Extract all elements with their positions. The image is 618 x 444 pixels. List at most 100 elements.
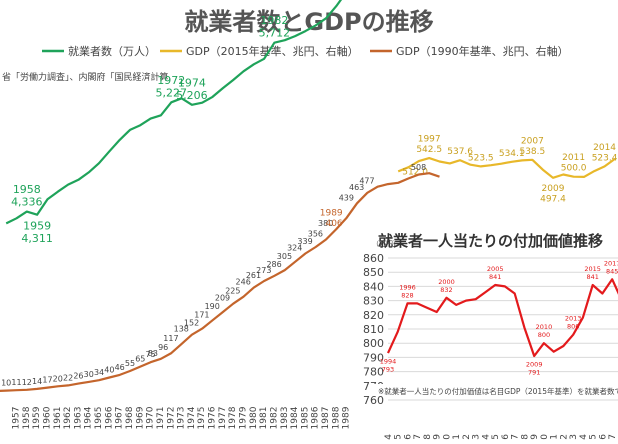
data-label: 1974 xyxy=(178,76,206,89)
data-label: 1972 xyxy=(157,74,185,87)
data-label: 2009 xyxy=(542,184,565,194)
inset-y-tick-label: 820 xyxy=(363,309,384,322)
x-tick-label: 1957 xyxy=(12,407,22,430)
data-label: 542.5 xyxy=(416,145,442,155)
inset-x-tick-label: 2001 xyxy=(452,434,462,440)
gdp1990-value-label: 17 xyxy=(42,376,52,385)
gdp1990-value-label: 12 xyxy=(22,378,32,387)
gdp1990-value-label: 273 xyxy=(256,266,271,275)
gdp1990-value-label: 138 xyxy=(174,325,189,334)
legend: 就業者数（万人） GDP（2015年基準、兆円、右軸） GDP（1990年基準、兆円… xyxy=(42,44,569,58)
gdp1990-value-label: 286 xyxy=(266,260,281,269)
x-tick-label: 1986 xyxy=(311,406,321,429)
inset-data-label: 2015 xyxy=(584,265,601,273)
x-tick-label: 1983 xyxy=(280,407,290,430)
inset-unit: （万円） xyxy=(372,240,400,248)
inset-x-tick-label: 2015 xyxy=(589,434,599,440)
legend-label: GDP（1990年基準、兆円、右軸） xyxy=(396,44,569,58)
gdp1990-value-label: 477 xyxy=(359,177,374,186)
inset-x-tick-label: 2011 xyxy=(550,434,560,440)
x-tick-label: 1984 xyxy=(290,406,300,429)
inset-chart: 就業者一人当たりの付加価値推移（万円）760770780790800810820… xyxy=(363,226,618,444)
gdp1990-value-label: 117 xyxy=(163,334,178,343)
x-tick-label: 1987 xyxy=(321,407,331,430)
data-label: 4,311 xyxy=(21,232,53,245)
data-label: 523.5 xyxy=(468,153,494,163)
inset-x-tick-label: 2002 xyxy=(462,434,472,440)
inset-data-label: 806 xyxy=(567,323,579,331)
source-note: 省「労働力調査」、内閣府「国民経済計算 xyxy=(2,71,169,83)
gdp1990-value-label: 46 xyxy=(115,363,125,372)
legend-label: GDP（2015年基準、兆円、右軸） xyxy=(186,44,359,58)
x-tick-label: 1970 xyxy=(146,406,156,429)
x-tick-label: 1989 xyxy=(342,406,352,429)
x-tick-label: 1976 xyxy=(208,406,218,429)
data-label: 5,227 xyxy=(156,86,188,99)
inset-note: ※就業者一人当たりの付加価値は名目GDP（2015年基準）を就業者数で xyxy=(378,386,618,396)
employed-line xyxy=(5,0,343,225)
inset-x-tick-label: 2005 xyxy=(491,434,501,440)
inset-title: 就業者一人当たりの付加価値推移 xyxy=(378,232,603,250)
chart-title: 就業者数とGDPの推移 xyxy=(184,8,433,36)
data-label: 1958 xyxy=(13,183,41,196)
inset-data-label: 828 xyxy=(401,291,413,299)
x-tick-label: 1982 xyxy=(269,407,279,430)
inset-x-tick-label: 1994 xyxy=(384,434,394,440)
data-label: 538.5 xyxy=(519,147,545,157)
x-tick-label: 1979 xyxy=(238,406,248,429)
inset-data-label: 791 xyxy=(528,368,540,376)
data-label: 2011 xyxy=(562,153,585,163)
inset-x-tick-label: 2007 xyxy=(511,434,521,440)
inset-data-label: 1994 xyxy=(380,358,397,366)
x-tick-label: 1971 xyxy=(156,407,166,430)
data-label: 5,712 xyxy=(259,27,291,40)
data-label: 537.6 xyxy=(447,147,473,157)
data-label: 523.4 xyxy=(592,153,618,163)
x-tick-label: 1961 xyxy=(53,407,63,430)
x-tick-label: 1966 xyxy=(104,406,114,429)
gdp1990-value-label: 11 xyxy=(11,378,21,387)
x-tick-label: 1975 xyxy=(197,407,207,430)
gdp1990-value-label: 225 xyxy=(225,287,240,296)
x-tick-label: 1963 xyxy=(73,407,83,430)
data-label: 406 xyxy=(325,219,342,229)
x-tick-label: 1973 xyxy=(177,407,187,430)
data-label: 500.0 xyxy=(561,164,587,174)
inset-y-tick-label: 780 xyxy=(363,366,384,379)
inset-data-label: 845 xyxy=(606,267,618,275)
inset-x-tick-label: 1997 xyxy=(413,434,423,440)
data-label: 1959 xyxy=(23,220,51,233)
inset-data-label: 2017 xyxy=(604,259,618,267)
x-tick-label: 1969 xyxy=(135,406,145,429)
x-tick-label: 1965 xyxy=(94,407,104,430)
x-tick-label: 1980 xyxy=(249,406,259,429)
data-label: 512.0 xyxy=(402,167,428,177)
gdp1990-value-label: 10 xyxy=(1,379,11,388)
data-label: 2014 xyxy=(593,143,616,153)
inset-x-tick-label: 1996 xyxy=(403,434,413,440)
inset-x-tick-label: 2017 xyxy=(608,434,618,440)
inset-y-tick-label: 840 xyxy=(363,280,384,293)
data-label: 497.4 xyxy=(540,194,566,204)
gdp1990-value-label: 508 xyxy=(411,163,426,172)
inset-x-tick-label: 2000 xyxy=(442,434,452,440)
inset-x-tick-label: 2003 xyxy=(472,434,482,440)
gdp2015-line xyxy=(397,157,616,179)
x-tick-label: 1985 xyxy=(300,407,310,430)
x-tick-label: 1972 xyxy=(166,407,176,430)
inset-background xyxy=(372,226,618,440)
x-tick-label: 1962 xyxy=(63,407,73,430)
x-tick-label: 1978 xyxy=(228,406,238,429)
gdp1990-value-label: 261 xyxy=(246,271,261,280)
data-label: 1989 xyxy=(320,208,343,218)
x-tick-label: 1988 xyxy=(331,406,341,429)
gdp1990-value-label: 380 xyxy=(318,219,333,228)
inset-x-tick-label: 2014 xyxy=(579,434,589,440)
gdp1990-value-label: 305 xyxy=(277,252,292,261)
gdp1990-line xyxy=(0,172,440,393)
inset-x-tick-label: 2016 xyxy=(598,434,608,440)
inset-y-tick-label: 760 xyxy=(363,394,384,407)
gdp1990-value-label: 339 xyxy=(297,237,312,246)
inset-y-tick-label: 810 xyxy=(363,323,384,336)
